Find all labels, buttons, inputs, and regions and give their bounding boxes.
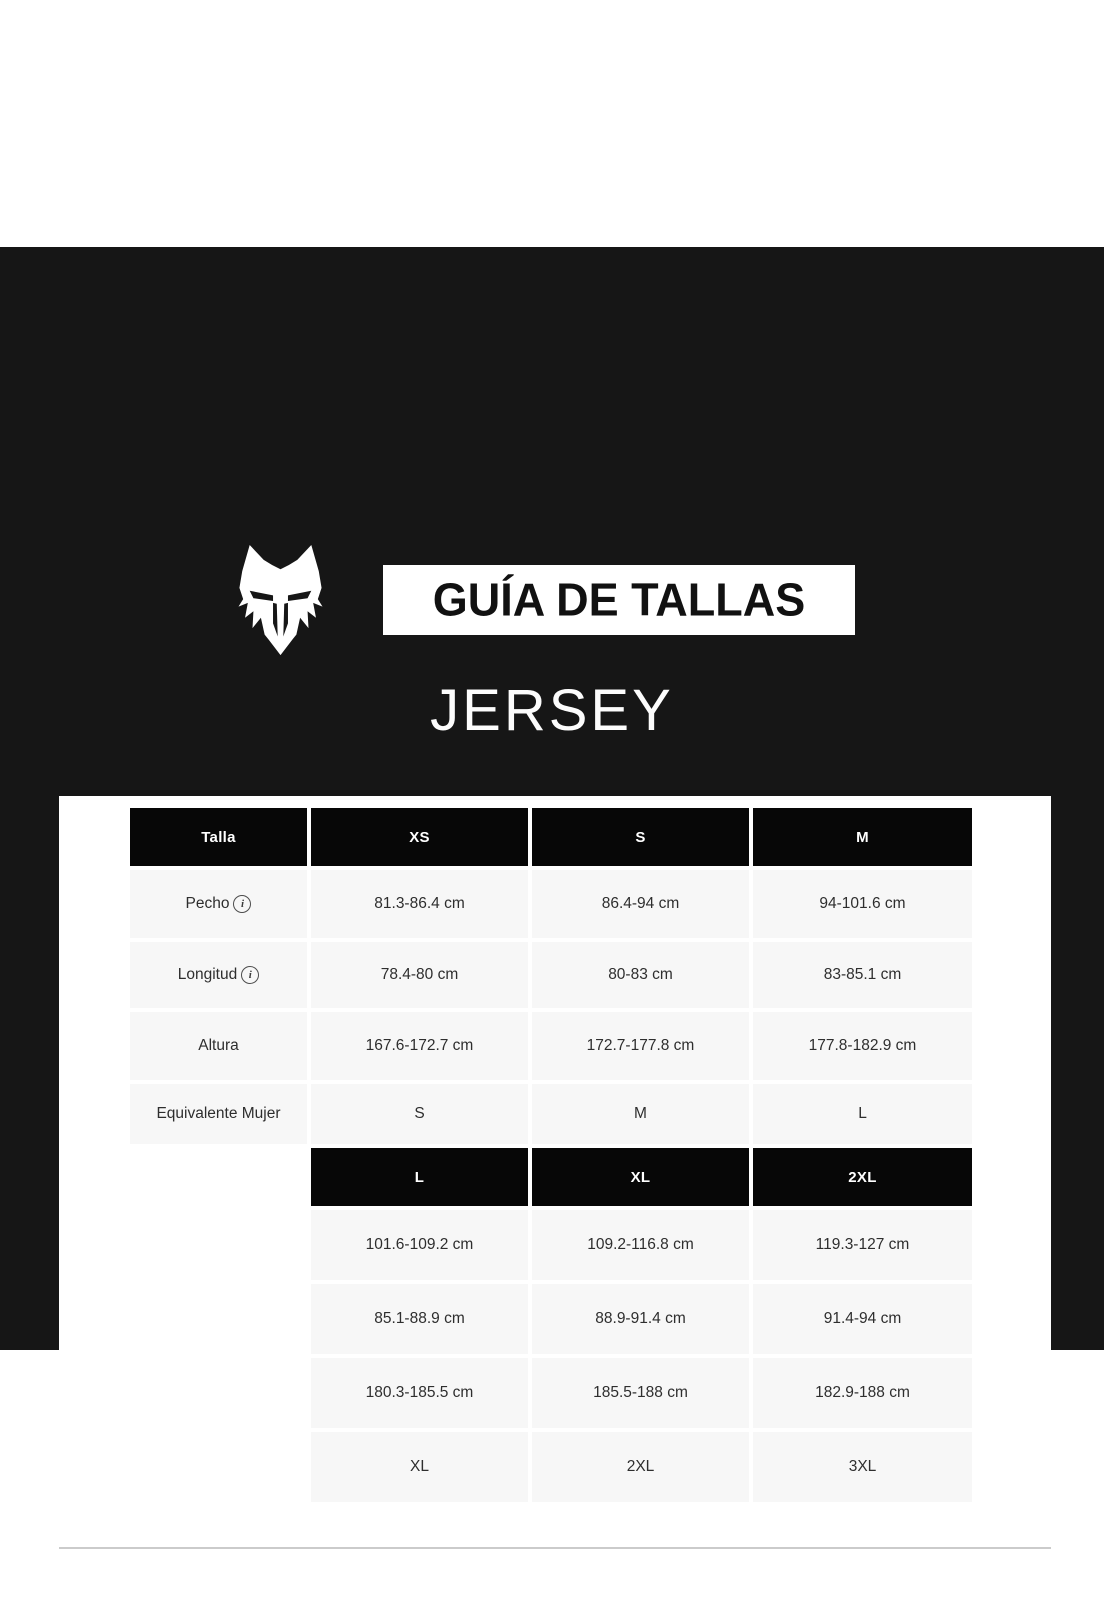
table-cell: 86.4-94 cm <box>532 870 749 938</box>
row-label-text: Pecho <box>185 895 230 912</box>
table-cell: 83-85.1 cm <box>753 942 972 1008</box>
row-label-altura: Altura <box>130 1012 307 1080</box>
spacer-cell <box>130 1210 307 1280</box>
spacer-cell <box>130 1284 307 1354</box>
page-title: GUÍA DE TALLAS <box>432 572 806 626</box>
table-cell: 94-101.6 cm <box>753 870 972 938</box>
table-cell: 91.4-94 cm <box>753 1284 972 1354</box>
table-cell: L <box>753 1084 972 1144</box>
table-cell: 180.3-185.5 cm <box>311 1358 528 1428</box>
column-header-l: L <box>311 1148 528 1206</box>
table-cell: 81.3-86.4 cm <box>311 870 528 938</box>
table-cell: 2XL <box>532 1432 749 1502</box>
table-cell: 88.9-91.4 cm <box>532 1284 749 1354</box>
column-header-xl: XL <box>532 1148 749 1206</box>
table-cell: 185.5-188 cm <box>532 1358 749 1428</box>
size-table-panel: Talla XS S M Pecho i 81.3-86.4 cm 86.4-9… <box>59 796 1051 1547</box>
fox-head-logo <box>238 545 323 656</box>
table-cell: 119.3-127 cm <box>753 1210 972 1280</box>
table-cell: 177.8-182.9 cm <box>753 1012 972 1080</box>
table-cell: 101.6-109.2 cm <box>311 1210 528 1280</box>
table-cell: S <box>311 1084 528 1144</box>
row-label-pecho: Pecho i <box>130 870 307 938</box>
title-band: GUÍA DE TALLAS <box>383 565 855 635</box>
page-subtitle: JERSEY <box>430 678 674 743</box>
table-cell: 3XL <box>753 1432 972 1502</box>
row-label-longitud: Longitud i <box>130 942 307 1008</box>
table-cell: M <box>532 1084 749 1144</box>
table-cell: 80-83 cm <box>532 942 749 1008</box>
spacer-cell <box>130 1358 307 1428</box>
dark-stage: GUÍA DE TALLAS JERSEY Talla XS S M Pecho… <box>0 247 1104 1547</box>
spacer-cell <box>130 1148 307 1206</box>
column-header-talla: Talla <box>130 808 307 866</box>
table-cell: XL <box>311 1432 528 1502</box>
table-cell: 109.2-116.8 cm <box>532 1210 749 1280</box>
table-cell: 167.6-172.7 cm <box>311 1012 528 1080</box>
table-cell: 172.7-177.8 cm <box>532 1012 749 1080</box>
table-cell: 182.9-188 cm <box>753 1358 972 1428</box>
size-table: Talla XS S M Pecho i 81.3-86.4 cm 86.4-9… <box>130 808 972 1502</box>
table-cell: 85.1-88.9 cm <box>311 1284 528 1354</box>
spacer-cell <box>130 1432 307 1502</box>
row-label-text: Longitud <box>177 966 238 983</box>
info-icon[interactable]: i <box>233 895 252 913</box>
column-header-s: S <box>532 808 749 866</box>
row-label-equivalente-mujer: Equivalente Mujer <box>130 1084 307 1144</box>
table-cell: 78.4-80 cm <box>311 942 528 1008</box>
column-header-m: M <box>753 808 972 866</box>
column-header-2xl: 2XL <box>753 1148 972 1206</box>
info-icon[interactable]: i <box>241 966 260 984</box>
column-header-xs: XS <box>311 808 528 866</box>
